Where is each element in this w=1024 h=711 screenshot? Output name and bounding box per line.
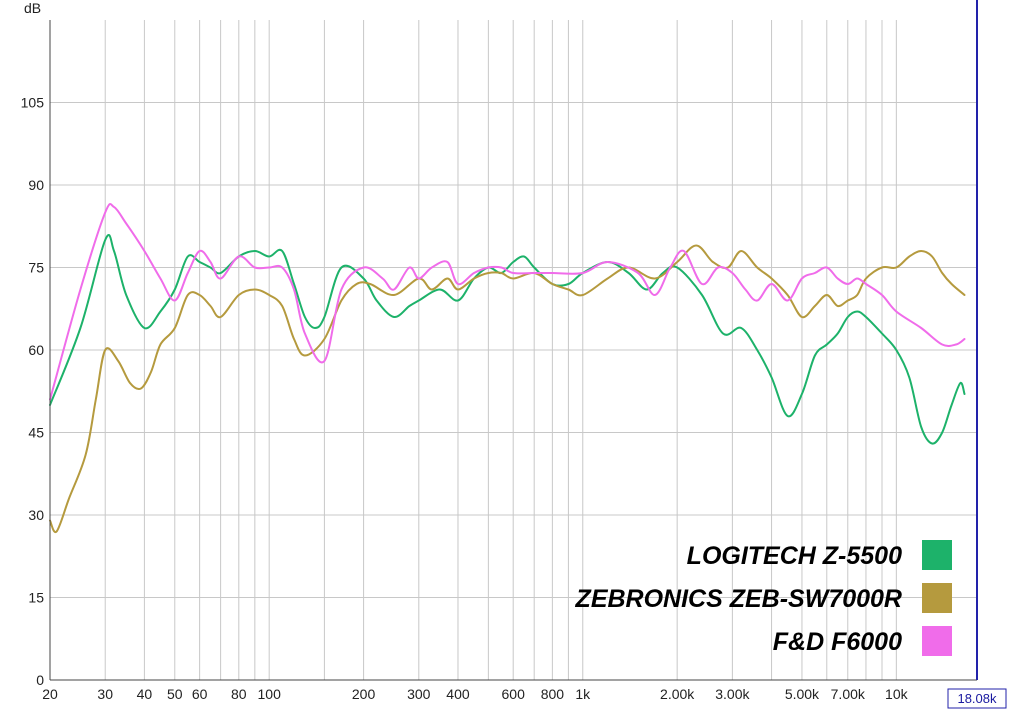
y-tick-label: 90 (28, 177, 44, 193)
cursor-readout-label: 18.08k (957, 691, 997, 706)
y-tick-label: 105 (21, 95, 45, 111)
legend-swatch-zebronics-zeb-sw7000r (922, 583, 952, 613)
legend: LOGITECH Z-5500 ZEBRONICS ZEB-SW7000R F&D … (575, 540, 952, 656)
x-tick-label: 600 (502, 686, 526, 702)
legend-label-zebronics-zeb-sw7000r: ZEBRONICS ZEB-SW7000R (575, 585, 902, 613)
x-tick-label: 1k (575, 686, 591, 702)
x-tick-label: 7.00k (831, 686, 866, 702)
axes: 0 15 30 45 60 75 90 105 20 30 40 50 60 80 100 200 300 400… (21, 0, 1007, 709)
y-tick-label: 0 (36, 672, 44, 688)
series-layer (49, 202, 966, 534)
x-tick-label: 40 (137, 686, 153, 702)
x-tick-label: 50 (167, 686, 183, 702)
series-line-zebronics-zeb-sw7000r (49, 244, 966, 534)
series-line-f-d-f6000 (49, 202, 966, 401)
y-tick-label: 30 (28, 507, 44, 523)
y-tick-label: 75 (28, 260, 44, 276)
y-tick-label: 60 (28, 342, 44, 358)
y-tick-label: 45 (28, 425, 44, 441)
x-tick-label: 100 (258, 686, 282, 702)
x-tick-label: 5.00k (785, 686, 820, 702)
series-line-logitech-z-5500 (49, 234, 966, 445)
x-tick-label: 300 (407, 686, 431, 702)
legend-swatch-logitech-z-5500 (922, 540, 952, 570)
x-tick-label: 200 (352, 686, 376, 702)
legend-label-f-d-f6000: F&D F6000 (773, 628, 902, 656)
x-tick-label: 20 (42, 686, 58, 702)
cursor-readout-box (947, 688, 1007, 709)
y-tick-label: 15 (28, 590, 44, 606)
x-tick-label: 10k (885, 686, 909, 702)
x-tick-label: 30 (97, 686, 113, 702)
x-tick-label: 3.00k (715, 686, 750, 702)
legend-swatch-f-d-f6000 (922, 626, 952, 656)
x-tick-label: 60 (192, 686, 208, 702)
legend-label-logitech-z-5500: LOGITECH Z-5500 (687, 542, 902, 570)
grid (49, 20, 977, 681)
x-tick-label: 2.00k (660, 686, 695, 702)
x-tick-label: 400 (446, 686, 470, 702)
y-axis-unit: dB (24, 0, 41, 16)
x-tick-label: 800 (541, 686, 565, 702)
x-tick-label: 80 (231, 686, 247, 702)
